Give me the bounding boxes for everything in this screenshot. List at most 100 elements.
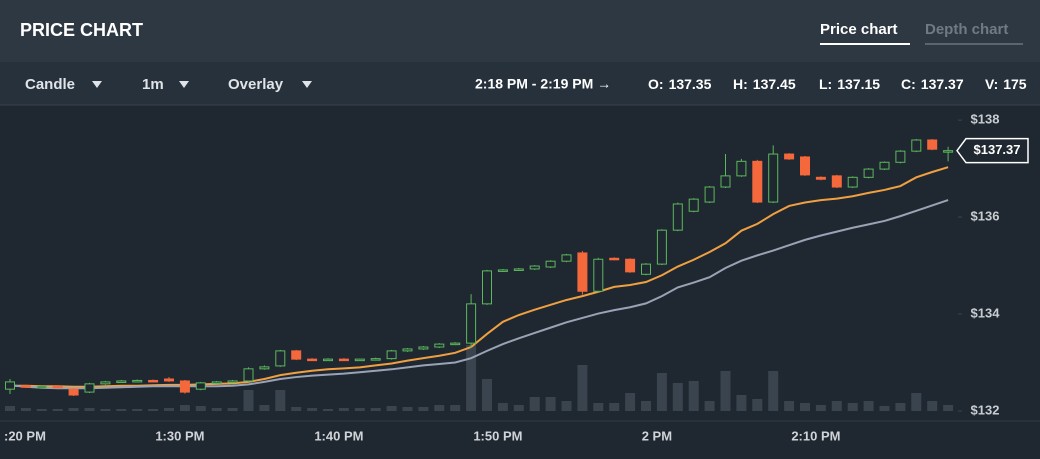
volume-bar	[450, 405, 461, 411]
candle-body	[36, 385, 47, 389]
candle-body	[132, 379, 143, 383]
candle-body	[768, 153, 779, 203]
candle-body	[609, 257, 620, 261]
volume-bar	[370, 408, 381, 411]
volume-bar	[227, 408, 238, 411]
menu-label[interactable]: Overlay	[228, 76, 284, 93]
volume-bar	[720, 371, 731, 411]
volume-bar	[323, 409, 333, 411]
candle-body	[164, 378, 174, 382]
volume-bar	[466, 345, 477, 411]
volume-bar	[529, 397, 540, 411]
candle-body	[672, 203, 683, 231]
candle-body	[863, 168, 874, 178]
stat-label: H:	[733, 76, 748, 92]
volume-bar	[195, 406, 206, 411]
volume-bar	[752, 399, 763, 411]
candle-body	[625, 258, 636, 273]
menu[interactable]: Overlay	[228, 76, 312, 93]
volume-bar	[100, 409, 111, 411]
volume-bar	[132, 409, 143, 411]
candle-body	[943, 150, 954, 153]
candle-body	[370, 358, 381, 361]
volume-bar	[434, 405, 445, 411]
y-tick-label: $136	[971, 209, 1000, 224]
candle-body	[418, 346, 429, 350]
dropdown-arrow[interactable]	[179, 81, 189, 88]
stat: C: 137.37	[901, 76, 964, 92]
volume-bar	[513, 405, 524, 411]
volume-bar	[148, 409, 159, 411]
volume-bar	[36, 409, 47, 411]
volume-bar	[402, 407, 413, 411]
stat-label: V:	[985, 76, 998, 92]
dropdown-arrow[interactable]	[302, 81, 312, 88]
candle-body	[323, 358, 333, 362]
volume-bar	[307, 408, 318, 411]
candle-body	[529, 265, 540, 270]
tab[interactable]: Depth chart	[925, 21, 1008, 38]
candle-body	[227, 380, 238, 383]
tab[interactable]: Price chart	[820, 21, 898, 38]
volume-bar	[577, 365, 588, 411]
price-tag	[956, 137, 1029, 164]
y-tick-label: $132	[971, 402, 1000, 417]
ohlc-stats: O: 137.35 H: 137.45 L: 137.15 C: 137.37 V: 175	[648, 76, 1027, 92]
plot: $132 $134 $136 $138:20 PM 1:30 PM 1:40 PM 1:50…	[4, 112, 1029, 443]
stat: L: 137.15	[819, 76, 880, 92]
volume-bar	[831, 401, 842, 411]
volume-bar	[863, 401, 874, 411]
candle-body	[68, 388, 79, 396]
ma-line	[10, 166, 949, 388]
price-tag-label: $137.37	[974, 142, 1021, 157]
candle-body	[338, 358, 349, 362]
volume-bar	[354, 408, 365, 411]
toolbar-bar	[0, 62, 1040, 105]
menu[interactable]: Candle	[25, 76, 102, 93]
volume-bar	[879, 406, 890, 411]
menu[interactable]: 1m	[142, 76, 189, 93]
volume-bar	[561, 401, 572, 411]
candle-body	[450, 342, 461, 346]
volume-bar	[116, 409, 127, 411]
candle-body	[593, 258, 604, 292]
candle-body	[641, 263, 651, 275]
candle-body	[656, 229, 667, 265]
menu-label[interactable]: Candle	[25, 76, 75, 93]
volume-bar	[625, 393, 636, 411]
stat-value: 137.37	[921, 76, 964, 92]
candle-body	[179, 380, 190, 393]
volume-bar	[338, 408, 349, 411]
candle-body	[211, 381, 222, 384]
volume-bar	[768, 371, 779, 411]
candle-body	[307, 358, 318, 362]
volume-bar	[52, 409, 63, 411]
volume-bar	[847, 403, 858, 411]
volume-bar	[593, 403, 604, 411]
volume-bar	[259, 405, 270, 411]
ma-line	[9, 199, 949, 390]
volume-bar	[688, 381, 699, 411]
candle-body	[243, 368, 254, 382]
candle-body	[831, 175, 842, 188]
candle-body	[752, 160, 763, 203]
dropdown-arrow[interactable]	[92, 81, 102, 88]
widget-title: PRICE CHART	[20, 20, 143, 40]
x-tick-label: 1:40 PM	[314, 428, 363, 443]
menu-label[interactable]: 1m	[142, 76, 164, 93]
candle-body	[354, 358, 365, 362]
volume-bar	[704, 401, 715, 411]
volume-bar	[545, 397, 556, 411]
candle-body	[688, 198, 699, 212]
stat-value: 137.45	[753, 76, 796, 92]
candle-body	[259, 366, 270, 370]
volume-bar	[291, 407, 302, 411]
y-tick-label: $138	[971, 112, 1000, 127]
candle-body	[20, 385, 31, 388]
candle-body	[879, 161, 890, 170]
candle-body	[720, 175, 731, 188]
x-tick-label: :20 PM	[4, 428, 46, 443]
candle-body	[497, 269, 508, 272]
candle-body	[148, 379, 159, 383]
candle-body	[466, 303, 477, 344]
